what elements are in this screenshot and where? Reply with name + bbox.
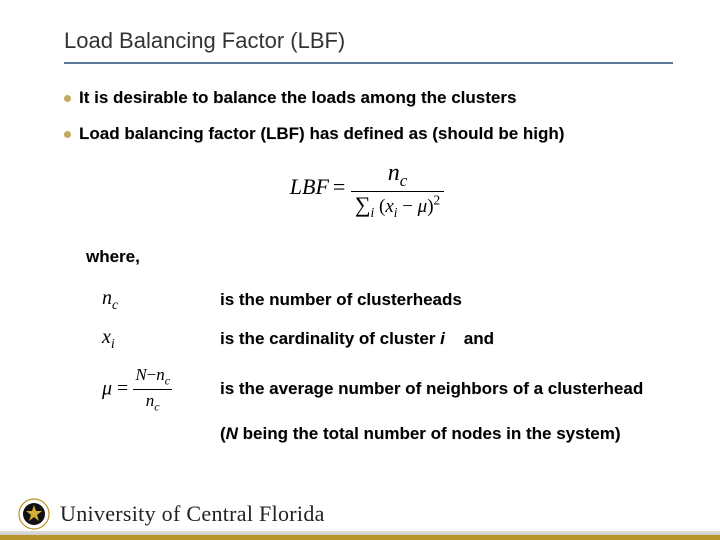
formula-num-var: n [388, 160, 400, 186]
definition-nc-text: is the number of clusterheads [220, 290, 462, 310]
formula-sup: 2 [434, 192, 441, 207]
formula-num-sub: c [400, 171, 407, 190]
lbf-formula: LBF = nc ∑i (xi − μ)2 [64, 160, 670, 221]
formula-lhs: LBF [290, 174, 329, 199]
university-name: University of Central Florida [60, 501, 325, 527]
formula-fraction: nc ∑i (xi − μ)2 [351, 160, 444, 221]
bullet-item: It is desirable to balance the loads amo… [64, 88, 670, 108]
footer-gold-bar [0, 535, 720, 540]
formula-x: x [385, 196, 393, 217]
slide-title: Load Balancing Factor (LBF) [64, 28, 670, 54]
formula-xsub: i [394, 205, 398, 220]
symbol-nc: nc [102, 287, 220, 314]
definition-mu-text: is the average number of neighbors of a … [220, 379, 643, 399]
formula-sigma-sub: i [371, 205, 375, 220]
definition-nc: nc is the number of clusterheads [102, 287, 670, 314]
bullet-icon [64, 131, 71, 138]
formula-sigma: ∑ [355, 192, 371, 217]
formula-mu: μ [418, 196, 428, 217]
slide: Load Balancing Factor (LBF) It is desira… [0, 0, 720, 540]
bullet-item: Load balancing factor (LBF) has defined … [64, 124, 670, 144]
bullet-text: It is desirable to balance the loads amo… [79, 88, 516, 108]
definition-mu: μ = N−nc nc is the average number of nei… [102, 365, 670, 415]
formula-minus: − [402, 196, 413, 217]
where-label-row: where, [86, 247, 670, 267]
mu-fraction: N−nc nc [133, 365, 172, 415]
definition-xi-text: is the cardinality of cluster i and [220, 329, 494, 349]
symbol-xi: xi [102, 326, 220, 353]
ucf-logo-icon [18, 498, 50, 530]
bullet-icon [64, 95, 71, 102]
bullet-text: Load balancing factor (LBF) has defined … [79, 124, 564, 144]
where-label: where, [86, 247, 140, 266]
note-row: (N being the total number of nodes in th… [220, 424, 670, 444]
definition-xi: xi is the cardinality of cluster i and [102, 326, 670, 353]
symbol-mu: μ = N−nc nc [102, 365, 220, 415]
footer: University of Central Florida [0, 492, 720, 540]
title-underline [64, 62, 673, 64]
